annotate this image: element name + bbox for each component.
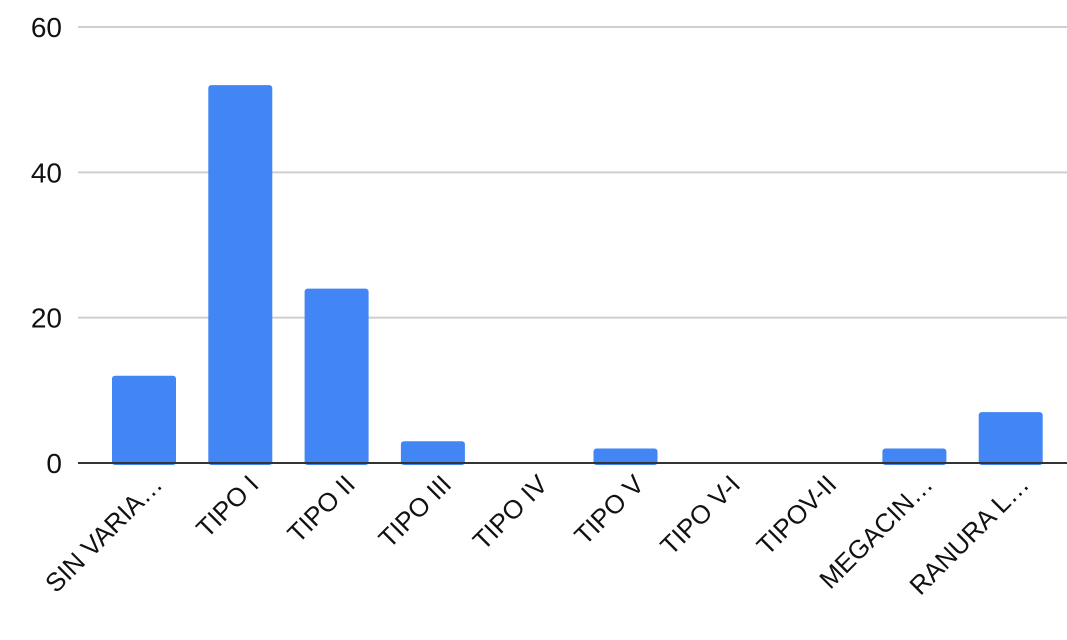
- x-axis-ticks: SIN VARIA… TIPO I TIPO II TIPO III TIPO IV TI…: [39, 469, 1035, 601]
- y-tick-label: 40: [31, 157, 62, 188]
- x-tick-label: TIPO V: [568, 469, 650, 551]
- x-tick-label: TIPO III: [373, 469, 458, 554]
- y-tick-label: 60: [31, 12, 62, 43]
- bar: [208, 85, 273, 465]
- bar: [978, 412, 1043, 465]
- y-tick-label: 20: [31, 303, 62, 334]
- bar: [400, 441, 465, 465]
- x-tick-label: TIPO I: [190, 469, 264, 543]
- y-tick-label: 0: [46, 448, 62, 479]
- bars: [112, 85, 1043, 465]
- x-tick-label: TIPOV-II: [751, 469, 843, 561]
- y-axis-ticks: 0 20 40 60: [31, 12, 62, 479]
- x-tick-label: TIPO II: [281, 469, 360, 548]
- x-tick-label: TIPO IV: [467, 469, 554, 556]
- bar: [304, 288, 369, 465]
- x-tick-label: TIPO V-I: [654, 469, 746, 561]
- x-tick-label: SIN VARIA…: [39, 469, 168, 598]
- bar: [112, 375, 176, 465]
- bar: [593, 448, 658, 465]
- bar: [882, 448, 947, 465]
